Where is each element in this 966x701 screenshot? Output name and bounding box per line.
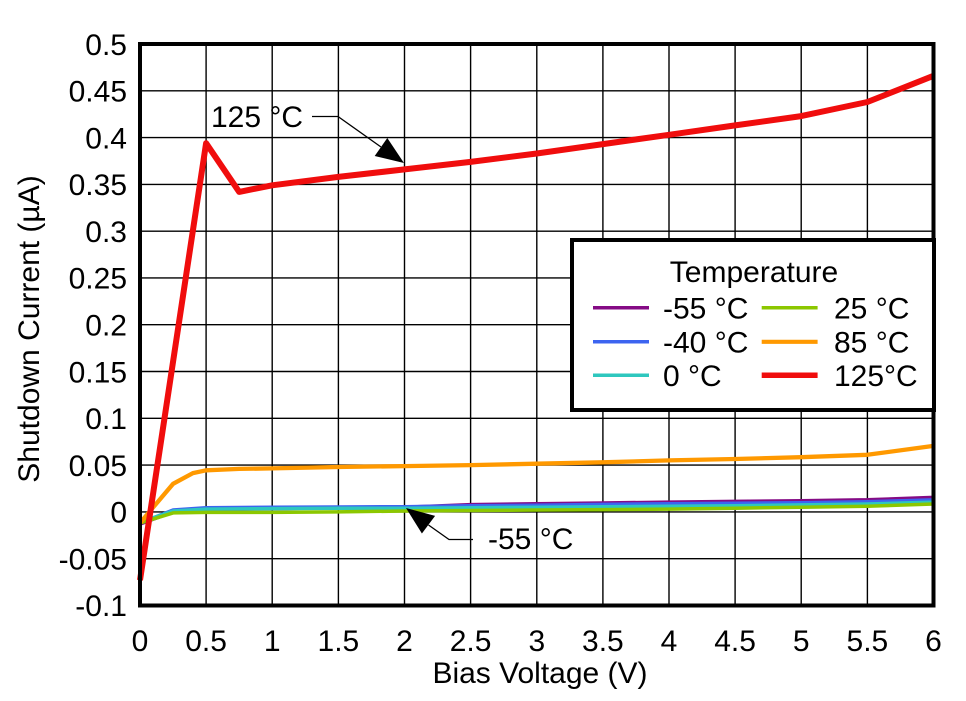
svg-text:-0.1: -0.1 <box>75 590 127 623</box>
svg-text:Bias Voltage (V): Bias Voltage (V) <box>432 657 647 690</box>
svg-text:-40 °C: -40 °C <box>663 327 748 360</box>
svg-text:0.25: 0.25 <box>69 263 127 296</box>
svg-text:0.15: 0.15 <box>69 356 127 389</box>
svg-text:3: 3 <box>528 625 545 658</box>
svg-text:Temperature: Temperature <box>670 256 838 289</box>
svg-text:0.35: 0.35 <box>69 169 127 202</box>
svg-text:-55 °C: -55 °C <box>663 292 748 325</box>
svg-text:85 °C: 85 °C <box>834 327 909 360</box>
svg-text:0.2: 0.2 <box>85 310 127 343</box>
svg-text:125°C: 125°C <box>834 360 918 393</box>
svg-text:-0.05: -0.05 <box>59 543 127 576</box>
svg-text:Shutdown Current (µA): Shutdown Current (µA) <box>13 175 46 482</box>
svg-text:1.5: 1.5 <box>318 625 360 658</box>
svg-text:0.5: 0.5 <box>185 625 227 658</box>
svg-text:1: 1 <box>264 625 281 658</box>
svg-text:4.5: 4.5 <box>714 625 756 658</box>
svg-text:2.5: 2.5 <box>450 625 492 658</box>
svg-text:4: 4 <box>661 625 678 658</box>
svg-text:25 °C: 25 °C <box>834 292 909 325</box>
svg-text:125 °C: 125 °C <box>211 101 303 134</box>
svg-text:0: 0 <box>110 497 127 530</box>
svg-text:0.05: 0.05 <box>69 450 127 483</box>
svg-text:2: 2 <box>396 625 413 658</box>
svg-text:5: 5 <box>793 625 810 658</box>
svg-text:0.1: 0.1 <box>85 403 127 436</box>
svg-text:5.5: 5.5 <box>847 625 889 658</box>
svg-text:0: 0 <box>132 625 149 658</box>
svg-text:3.5: 3.5 <box>582 625 624 658</box>
svg-text:6: 6 <box>925 625 942 658</box>
svg-text:0 °C: 0 °C <box>663 360 722 393</box>
svg-text:-55 °C: -55 °C <box>488 523 573 556</box>
svg-text:0.45: 0.45 <box>69 76 127 109</box>
svg-text:0.4: 0.4 <box>85 122 127 155</box>
svg-text:0.5: 0.5 <box>85 29 127 62</box>
svg-text:0.3: 0.3 <box>85 216 127 249</box>
